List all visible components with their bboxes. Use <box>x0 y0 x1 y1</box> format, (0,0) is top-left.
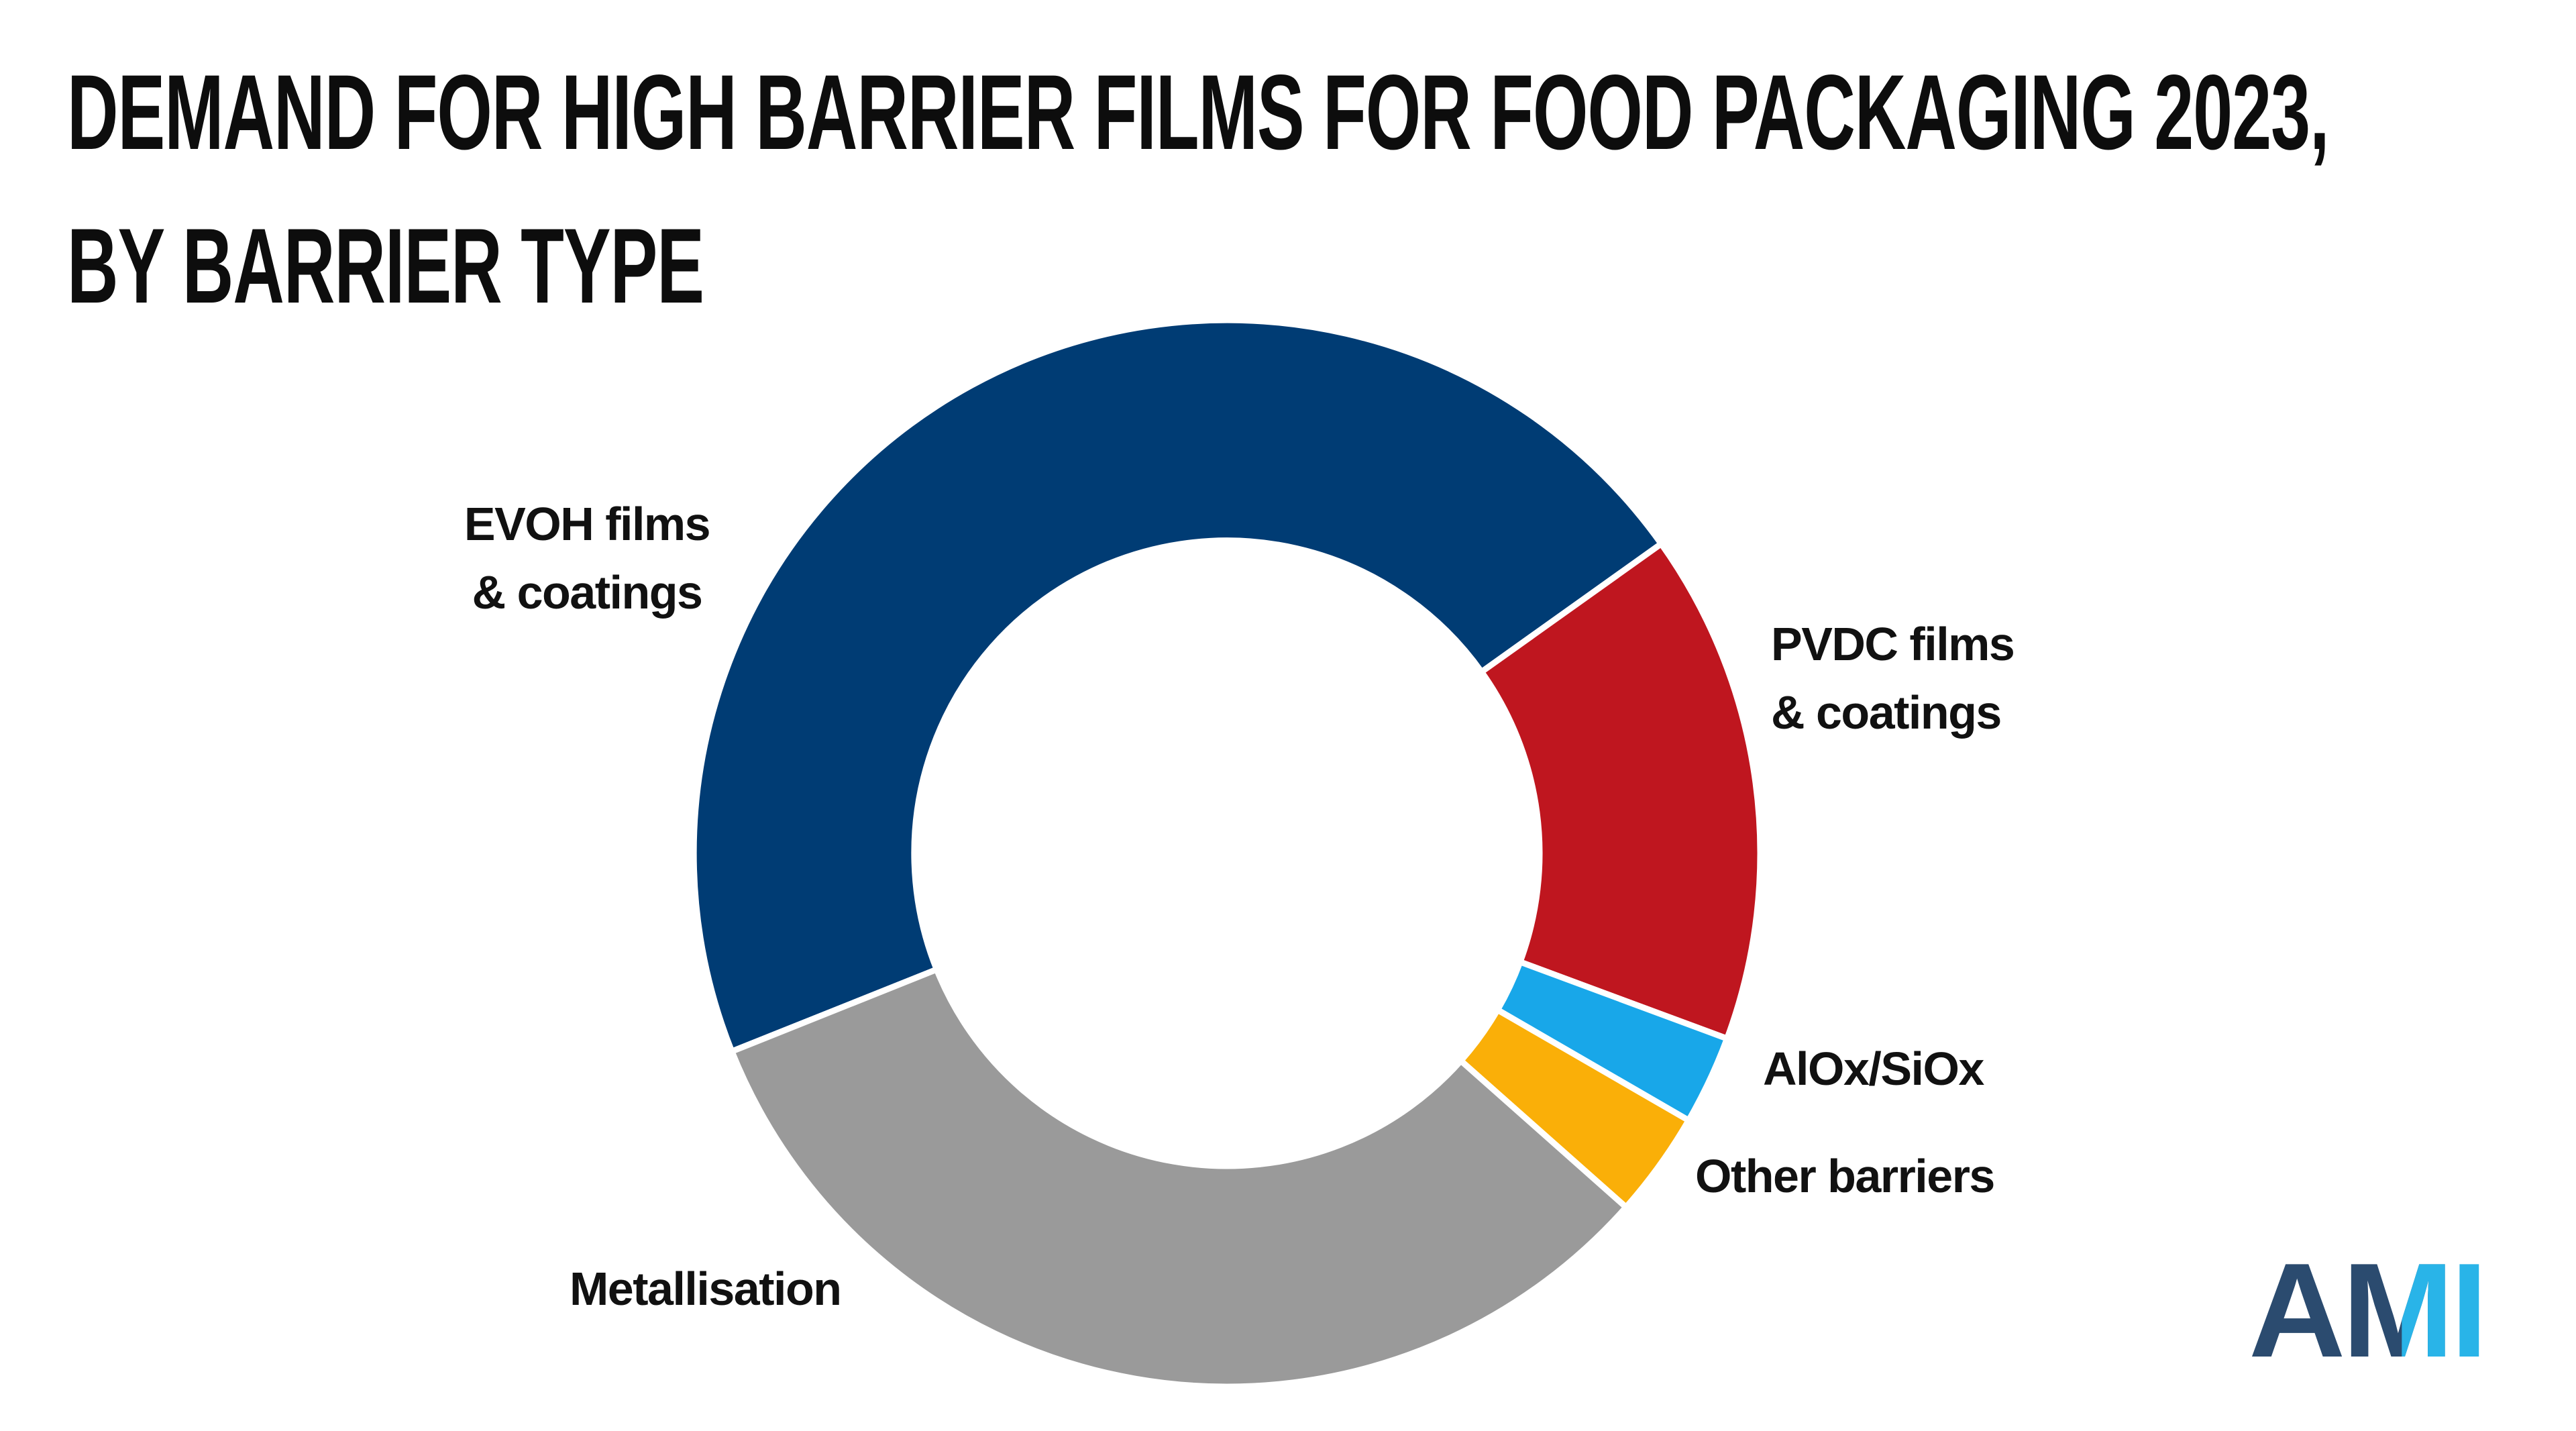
ami-logo-letter-m-light-overlay: M <box>2342 1236 2451 1385</box>
segment-label-metallisation: Metallisation <box>570 1263 842 1315</box>
segment-label-pvdc-line1: PVDC films <box>1771 618 2015 670</box>
segment-label-evoh-line1: EVOH films <box>464 498 711 550</box>
page-title-line-2: BY BARRIER TYPE <box>67 207 704 326</box>
ami-logo: AM M I <box>2249 1234 2488 1388</box>
page-title-line-1: DEMAND FOR HIGH BARRIER FILMS FOR FOOD P… <box>67 53 2330 172</box>
donut-segment-pvdc-films-coatings <box>1479 541 1764 1042</box>
segment-label-alox-siox: AlOx/SiOx <box>1763 1043 1984 1095</box>
segment-label-evoh: EVOH films & coatings <box>419 490 755 627</box>
segment-label-evoh-line2: & coatings <box>472 566 703 619</box>
ami-logo-letter-a: A <box>2249 1236 2345 1385</box>
donut-segment-metallisation <box>729 966 1629 1390</box>
ami-logo-letter-m-dark: M <box>2342 1236 2454 1385</box>
ami-logo-letter-i: I <box>2451 1236 2488 1385</box>
segment-label-other-barriers: Other barriers <box>1695 1150 1995 1202</box>
segment-label-pvdc-line2: & coatings <box>1771 686 2002 739</box>
segment-label-pvdc: PVDC films & coatings <box>1771 611 2015 747</box>
donut-segment-evoh-films-coatings <box>690 317 1664 1055</box>
